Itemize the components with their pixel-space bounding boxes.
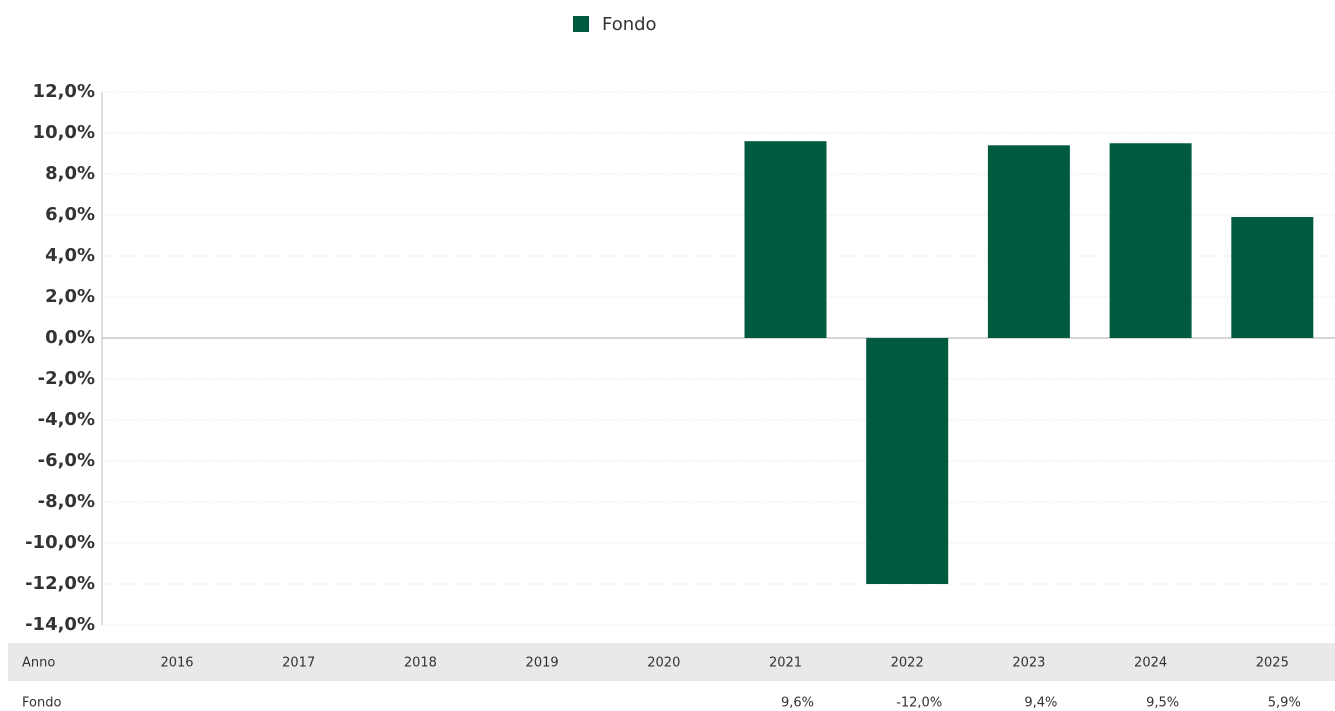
y-tick-label: -14,0% bbox=[25, 614, 95, 635]
table-value: 9,6% bbox=[781, 696, 814, 711]
table-value: 9,5% bbox=[1146, 696, 1179, 711]
y-tick-label: -6,0% bbox=[38, 450, 95, 471]
y-tick-label: -10,0% bbox=[25, 532, 95, 553]
x-tick-label: 2019 bbox=[526, 656, 559, 671]
table-header-label: Anno bbox=[22, 656, 55, 671]
bar bbox=[744, 141, 827, 338]
bar bbox=[1231, 217, 1314, 338]
x-tick-label: 2017 bbox=[282, 656, 315, 671]
x-tick-label: 2023 bbox=[1012, 656, 1045, 671]
y-tick-label: 12,0% bbox=[33, 81, 95, 102]
table-value: 9,4% bbox=[1024, 696, 1057, 711]
legend-label: Fondo bbox=[602, 14, 657, 35]
bar bbox=[866, 338, 949, 584]
table-value: -12,0% bbox=[896, 696, 942, 711]
y-tick-label: 6,0% bbox=[45, 204, 95, 225]
legend-swatch bbox=[573, 16, 589, 32]
y-tick-label: 2,0% bbox=[45, 286, 95, 307]
y-tick-label: 4,0% bbox=[45, 245, 95, 266]
y-tick-label: 0,0% bbox=[45, 327, 95, 348]
x-tick-label: 2016 bbox=[160, 656, 193, 671]
bar bbox=[1109, 143, 1192, 338]
y-tick-label: 10,0% bbox=[33, 122, 95, 143]
x-tick-label: 2025 bbox=[1256, 656, 1289, 671]
x-tick-label: 2020 bbox=[647, 656, 680, 671]
y-tick-label: -12,0% bbox=[25, 573, 95, 594]
y-tick-label: -2,0% bbox=[38, 368, 95, 389]
y-tick-label: -8,0% bbox=[38, 491, 95, 512]
y-tick-label: 8,0% bbox=[45, 163, 95, 184]
table-header-bg bbox=[8, 643, 1335, 681]
x-tick-label: 2021 bbox=[769, 656, 802, 671]
table-value: 5,9% bbox=[1268, 696, 1301, 711]
x-tick-label: 2018 bbox=[404, 656, 437, 671]
bar bbox=[987, 145, 1070, 338]
table-row-label: Fondo bbox=[22, 696, 61, 711]
x-tick-label: 2022 bbox=[891, 656, 924, 671]
y-tick-label: -4,0% bbox=[38, 409, 95, 430]
x-tick-label: 2024 bbox=[1134, 656, 1167, 671]
